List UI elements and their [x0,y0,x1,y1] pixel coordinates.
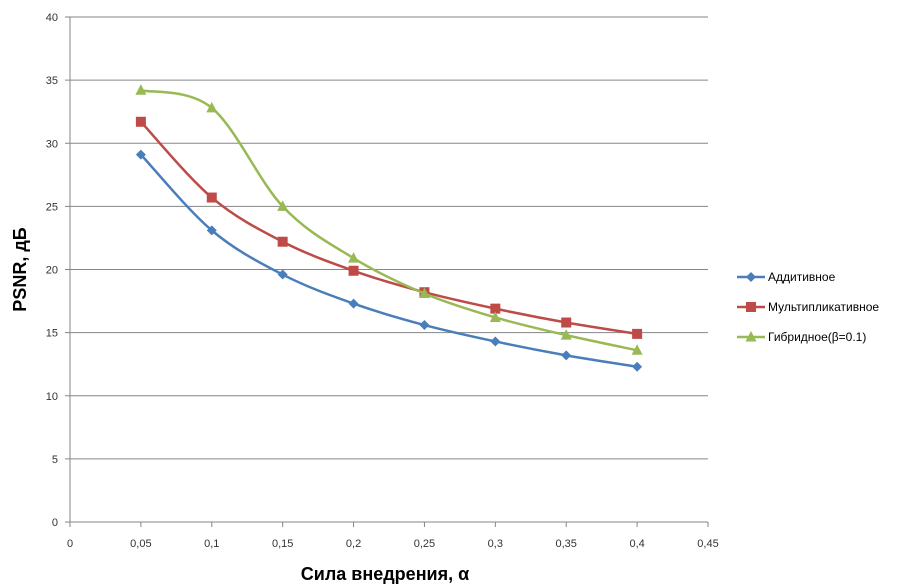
y-tick-label: 40 [46,12,58,24]
data-point-additive [490,336,501,347]
legend-item-hybrid: Гибридное(β=0.1) [737,330,866,344]
y-axis-title: PSNR, дБ [10,227,30,311]
legend: Аддитивное Мультипликативное Гибридное(β=0… [737,270,879,344]
legend-marker-additive [746,272,756,282]
data-point-multiplicative [632,328,643,339]
x-tick-label: 0,35 [556,538,577,550]
legend-item-multiplicative: Мультипликативное [737,300,879,314]
legend-marker-multiplicative [746,302,756,312]
x-tick-label: 0,15 [272,538,293,550]
gridlines [70,16,708,523]
x-tick-label: 0,3 [488,538,503,550]
y-tick-label: 25 [46,201,58,213]
y-tick-label: 10 [46,391,58,403]
data-point-additive [632,361,643,372]
legend-label: Мультипликативное [768,300,879,314]
series-line-multiplicative [139,120,638,336]
data-point-hybrid [348,252,360,263]
series-layer [135,84,643,372]
x-tick-label: 0,2 [346,538,361,550]
y-tick-label: 20 [46,265,58,277]
data-point-multiplicative [561,317,572,328]
legend-marker-hybrid [745,331,757,342]
series-line-hybrid [140,88,638,352]
series-additive [135,149,643,372]
legend-label: Гибридное(β=0.1) [768,330,866,344]
x-tick-label: 0,1 [204,538,219,550]
x-tick-label: 0,4 [629,538,644,550]
x-axis-title: Сила внедрения, α [301,564,469,584]
x-tick-label: 0,45 [697,538,718,550]
data-point-hybrid [206,101,218,113]
legend-label: Аддитивное [768,270,836,284]
y-tick-labels: 0 5 10 15 20 25 30 35 40 [46,12,58,529]
y-tick-label: 0 [52,517,58,529]
data-point-hybrid [489,311,501,322]
data-point-multiplicative [206,192,217,203]
data-point-multiplicative [277,236,288,247]
series-hybrid [135,84,643,355]
y-tick-label: 35 [46,75,58,87]
x-tick-label: 0,05 [130,538,151,550]
y-tick-label: 15 [46,328,58,340]
x-tick-labels: 0 0,05 0,1 0,15 0,2 0,25 0,3 0,35 0,4 0,45 [67,538,719,550]
data-point-hybrid [277,200,289,211]
data-point-hybrid [560,329,572,340]
x-tick-label: 0 [67,538,73,550]
y-tick-label: 30 [46,138,58,150]
axes [65,16,709,527]
data-point-additive [561,350,572,361]
y-tick-label: 5 [52,454,58,466]
data-point-additive [419,320,430,331]
data-point-additive [135,149,146,160]
data-point-hybrid [135,84,147,95]
data-point-multiplicative [135,116,146,127]
data-point-additive [348,298,359,309]
data-point-additive [206,225,217,236]
data-point-multiplicative [348,265,359,276]
legend-item-additive: Аддитивное [737,270,836,284]
x-tick-label: 0,25 [414,538,435,550]
data-point-multiplicative [490,303,501,314]
data-point-hybrid [418,287,430,298]
data-point-hybrid [631,344,643,355]
data-point-additive [277,269,288,280]
